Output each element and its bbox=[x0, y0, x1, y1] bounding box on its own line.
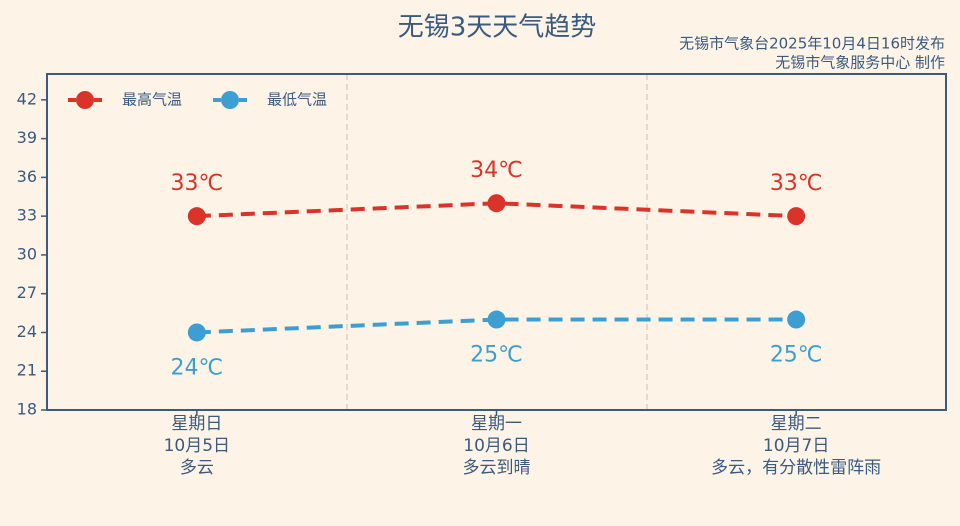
legend-marker bbox=[221, 91, 239, 109]
y-tick-label: 27 bbox=[17, 283, 37, 302]
x-tick-line: 星期二 bbox=[770, 414, 822, 434]
x-tick-line: 多云，有分散性雷阵雨 bbox=[711, 458, 882, 478]
x-tick-line: 星期日 bbox=[171, 414, 223, 434]
y-tick-label: 42 bbox=[17, 89, 37, 108]
y-tick-label: 18 bbox=[17, 400, 37, 419]
value-label: 24℃ bbox=[170, 355, 223, 380]
value-label: 34℃ bbox=[470, 158, 523, 183]
legend-marker bbox=[76, 91, 94, 109]
y-tick-label: 33 bbox=[17, 206, 37, 225]
chart-title: 无锡3天天气趋势 bbox=[398, 13, 597, 43]
x-tick-label: 星期一 10月6日 多云到晴 bbox=[402, 413, 592, 479]
subtitle: 无锡市气象台2025年10月4日16时发布 bbox=[679, 35, 945, 53]
point bbox=[787, 207, 806, 226]
credit: 无锡市气象服务中心 制作 bbox=[775, 54, 945, 72]
point bbox=[187, 207, 206, 226]
y-tick-label: 30 bbox=[17, 244, 37, 263]
y-tick-label: 24 bbox=[17, 322, 37, 341]
value-label: 25℃ bbox=[470, 343, 523, 368]
point bbox=[487, 310, 506, 329]
x-tick-label: 星期二 10月7日 多云，有分散性雷阵雨 bbox=[701, 413, 891, 479]
point bbox=[487, 194, 506, 213]
x-tick-line: 多云 bbox=[179, 458, 214, 478]
y-tick-label: 39 bbox=[17, 128, 37, 147]
x-tick-line: 10月7日 bbox=[762, 436, 830, 456]
x-tick-line: 多云到晴 bbox=[462, 458, 531, 478]
value-label: 33℃ bbox=[770, 171, 823, 196]
legend-label: 最高气温 bbox=[122, 91, 182, 109]
value-label: 25℃ bbox=[770, 343, 823, 368]
point bbox=[187, 323, 206, 342]
x-tick-line: 10月6日 bbox=[463, 436, 530, 456]
x-tick-label: 星期日 10月5日 多云 bbox=[102, 413, 292, 479]
x-tick-line: 10月5日 bbox=[163, 436, 231, 456]
y-tick-label: 36 bbox=[17, 167, 37, 186]
y-tick-label: 21 bbox=[17, 361, 37, 380]
value-label: 33℃ bbox=[170, 171, 223, 196]
x-tick-line: 星期一 bbox=[471, 414, 522, 434]
point bbox=[787, 310, 806, 329]
legend-label: 最低气温 bbox=[267, 91, 327, 109]
